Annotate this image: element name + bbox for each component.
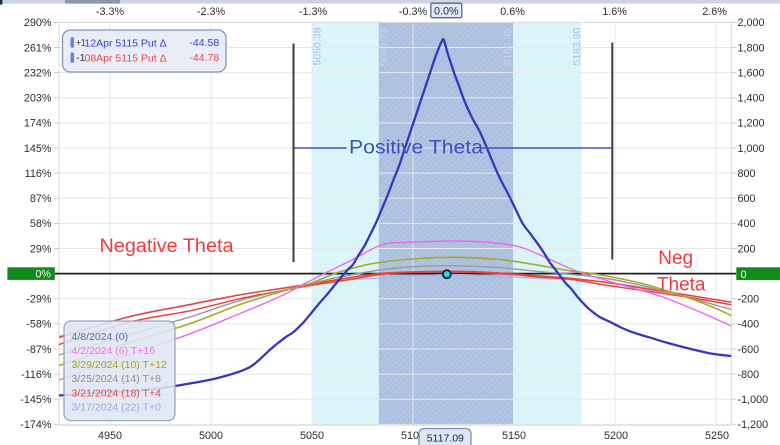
svg-text:261%: 261%	[24, 42, 52, 54]
svg-text:5083.73: 5083.73	[378, 27, 390, 65]
svg-text:-800: -800	[738, 369, 760, 381]
svg-text:4950: 4950	[98, 430, 122, 442]
svg-text:0%: 0%	[35, 269, 51, 281]
svg-text:200: 200	[738, 243, 756, 255]
svg-text:1.6%: 1.6%	[602, 6, 627, 18]
svg-text:-0.3%: -0.3%	[399, 6, 428, 18]
svg-text:5050.38: 5050.38	[312, 27, 324, 65]
svg-text:Negative Theta: Negative Theta	[100, 236, 234, 257]
svg-text:-1,000: -1,000	[738, 394, 769, 406]
svg-text:-3.3%: -3.3%	[96, 6, 125, 18]
svg-text:-2.3%: -2.3%	[197, 6, 226, 18]
svg-text:+1: +1	[76, 38, 86, 49]
svg-text:-44.58: -44.58	[189, 37, 219, 49]
svg-text:800: 800	[738, 168, 756, 180]
svg-text:-145%: -145%	[20, 394, 52, 406]
svg-text:-87%: -87%	[26, 344, 52, 356]
svg-text:Theta: Theta	[657, 275, 706, 296]
svg-text:0: 0	[741, 269, 747, 281]
svg-text:-116%: -116%	[21, 369, 52, 381]
svg-text:29%: 29%	[30, 243, 52, 255]
svg-text:-58%: -58%	[26, 319, 52, 331]
svg-text:-200: -200	[738, 294, 760, 306]
svg-text:Neg: Neg	[658, 248, 693, 269]
svg-text:5183.80: 5183.80	[571, 27, 583, 65]
svg-text:4/8/2024 (0): 4/8/2024 (0)	[72, 331, 129, 343]
svg-text:400: 400	[738, 218, 756, 230]
svg-text:116%: 116%	[25, 168, 52, 180]
svg-text:Positive Theta: Positive Theta	[349, 137, 483, 158]
svg-text:87%: 87%	[30, 193, 52, 205]
svg-text:5050: 5050	[300, 430, 324, 442]
svg-text:3/17/2024 (22) T+0: 3/17/2024 (22) T+0	[72, 401, 162, 413]
svg-text:5250: 5250	[705, 430, 729, 442]
svg-text:-44.78: -44.78	[189, 52, 219, 64]
svg-text:145%: 145%	[24, 143, 52, 155]
svg-text:5150: 5150	[502, 430, 526, 442]
svg-text:5117.09: 5117.09	[427, 433, 464, 445]
svg-text:1,400: 1,400	[738, 93, 765, 105]
svg-text:-400: -400	[738, 319, 760, 331]
svg-text:5200: 5200	[604, 430, 628, 442]
svg-text:2.6%: 2.6%	[702, 6, 727, 18]
svg-text:-1: -1	[76, 53, 86, 64]
svg-text:203%: 203%	[24, 93, 52, 105]
svg-text:0.6%: 0.6%	[500, 6, 525, 18]
svg-text:1,200: 1,200	[738, 118, 765, 130]
svg-text:5000: 5000	[199, 430, 223, 442]
svg-text:0.0%: 0.0%	[434, 5, 459, 17]
svg-text:3/25/2024 (14) T+8: 3/25/2024 (14) T+8	[72, 373, 162, 385]
svg-text:1,600: 1,600	[738, 67, 765, 79]
svg-text:-600: -600	[738, 344, 760, 356]
svg-text:-1.3%: -1.3%	[299, 6, 328, 18]
svg-text:3/21/2024 (18) T+4: 3/21/2024 (18) T+4	[72, 387, 162, 399]
svg-text:58%: 58%	[30, 218, 52, 230]
svg-text:-29%: -29%	[26, 294, 52, 306]
svg-text:1,000: 1,000	[738, 143, 765, 155]
svg-text:3/29/2024 (10) T+12: 3/29/2024 (10) T+12	[72, 359, 167, 371]
svg-text:5150.45: 5150.45	[502, 27, 514, 65]
svg-text:232%: 232%	[24, 67, 52, 79]
svg-text:08Apr 5115 Put Δ: 08Apr 5115 Put Δ	[85, 53, 167, 65]
svg-text:2,000: 2,000	[738, 17, 765, 29]
svg-text:174%: 174%	[24, 118, 52, 130]
svg-text:12Apr 5115 Put Δ: 12Apr 5115 Put Δ	[85, 38, 167, 50]
svg-text:600: 600	[738, 193, 756, 205]
svg-text:4/2/2024 (6) T+16: 4/2/2024 (6) T+16	[72, 345, 156, 357]
svg-text:-174%: -174%	[20, 419, 52, 431]
svg-text:290%: 290%	[24, 17, 52, 29]
svg-text:-1,200: -1,200	[738, 419, 769, 431]
svg-text:1,800: 1,800	[738, 42, 765, 54]
